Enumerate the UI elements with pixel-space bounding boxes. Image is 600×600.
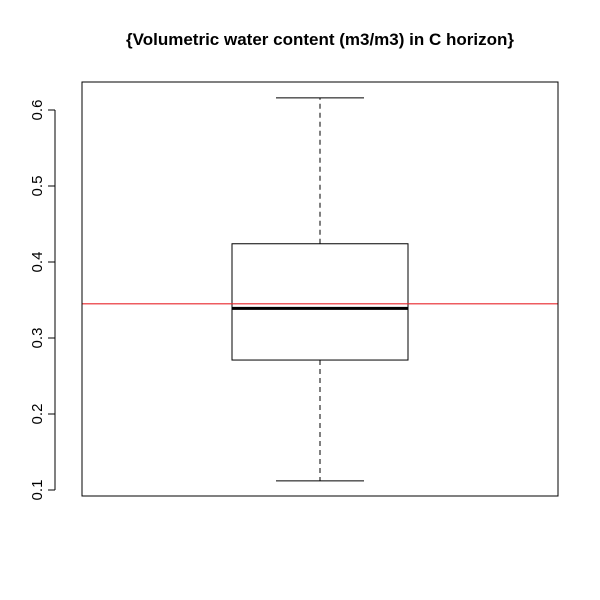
y-axis: 0.1 0.2 0.3 0.4 0.5 0.6 — [29, 100, 56, 501]
y-tick-label: 0.1 — [29, 480, 46, 501]
plot-frame — [81, 81, 559, 497]
y-tick-label: 0.4 — [29, 252, 46, 273]
y-tick-label: 0.3 — [29, 328, 46, 349]
y-tick-label: 0.5 — [29, 176, 46, 197]
chart-title: {Volumetric water content (m3/m3) in C h… — [126, 30, 514, 49]
plot-marks — [82, 97, 558, 482]
y-tick-label: 0.2 — [29, 404, 46, 425]
y-tick-label: 0.6 — [29, 100, 46, 121]
interquartile-box — [231, 243, 409, 361]
